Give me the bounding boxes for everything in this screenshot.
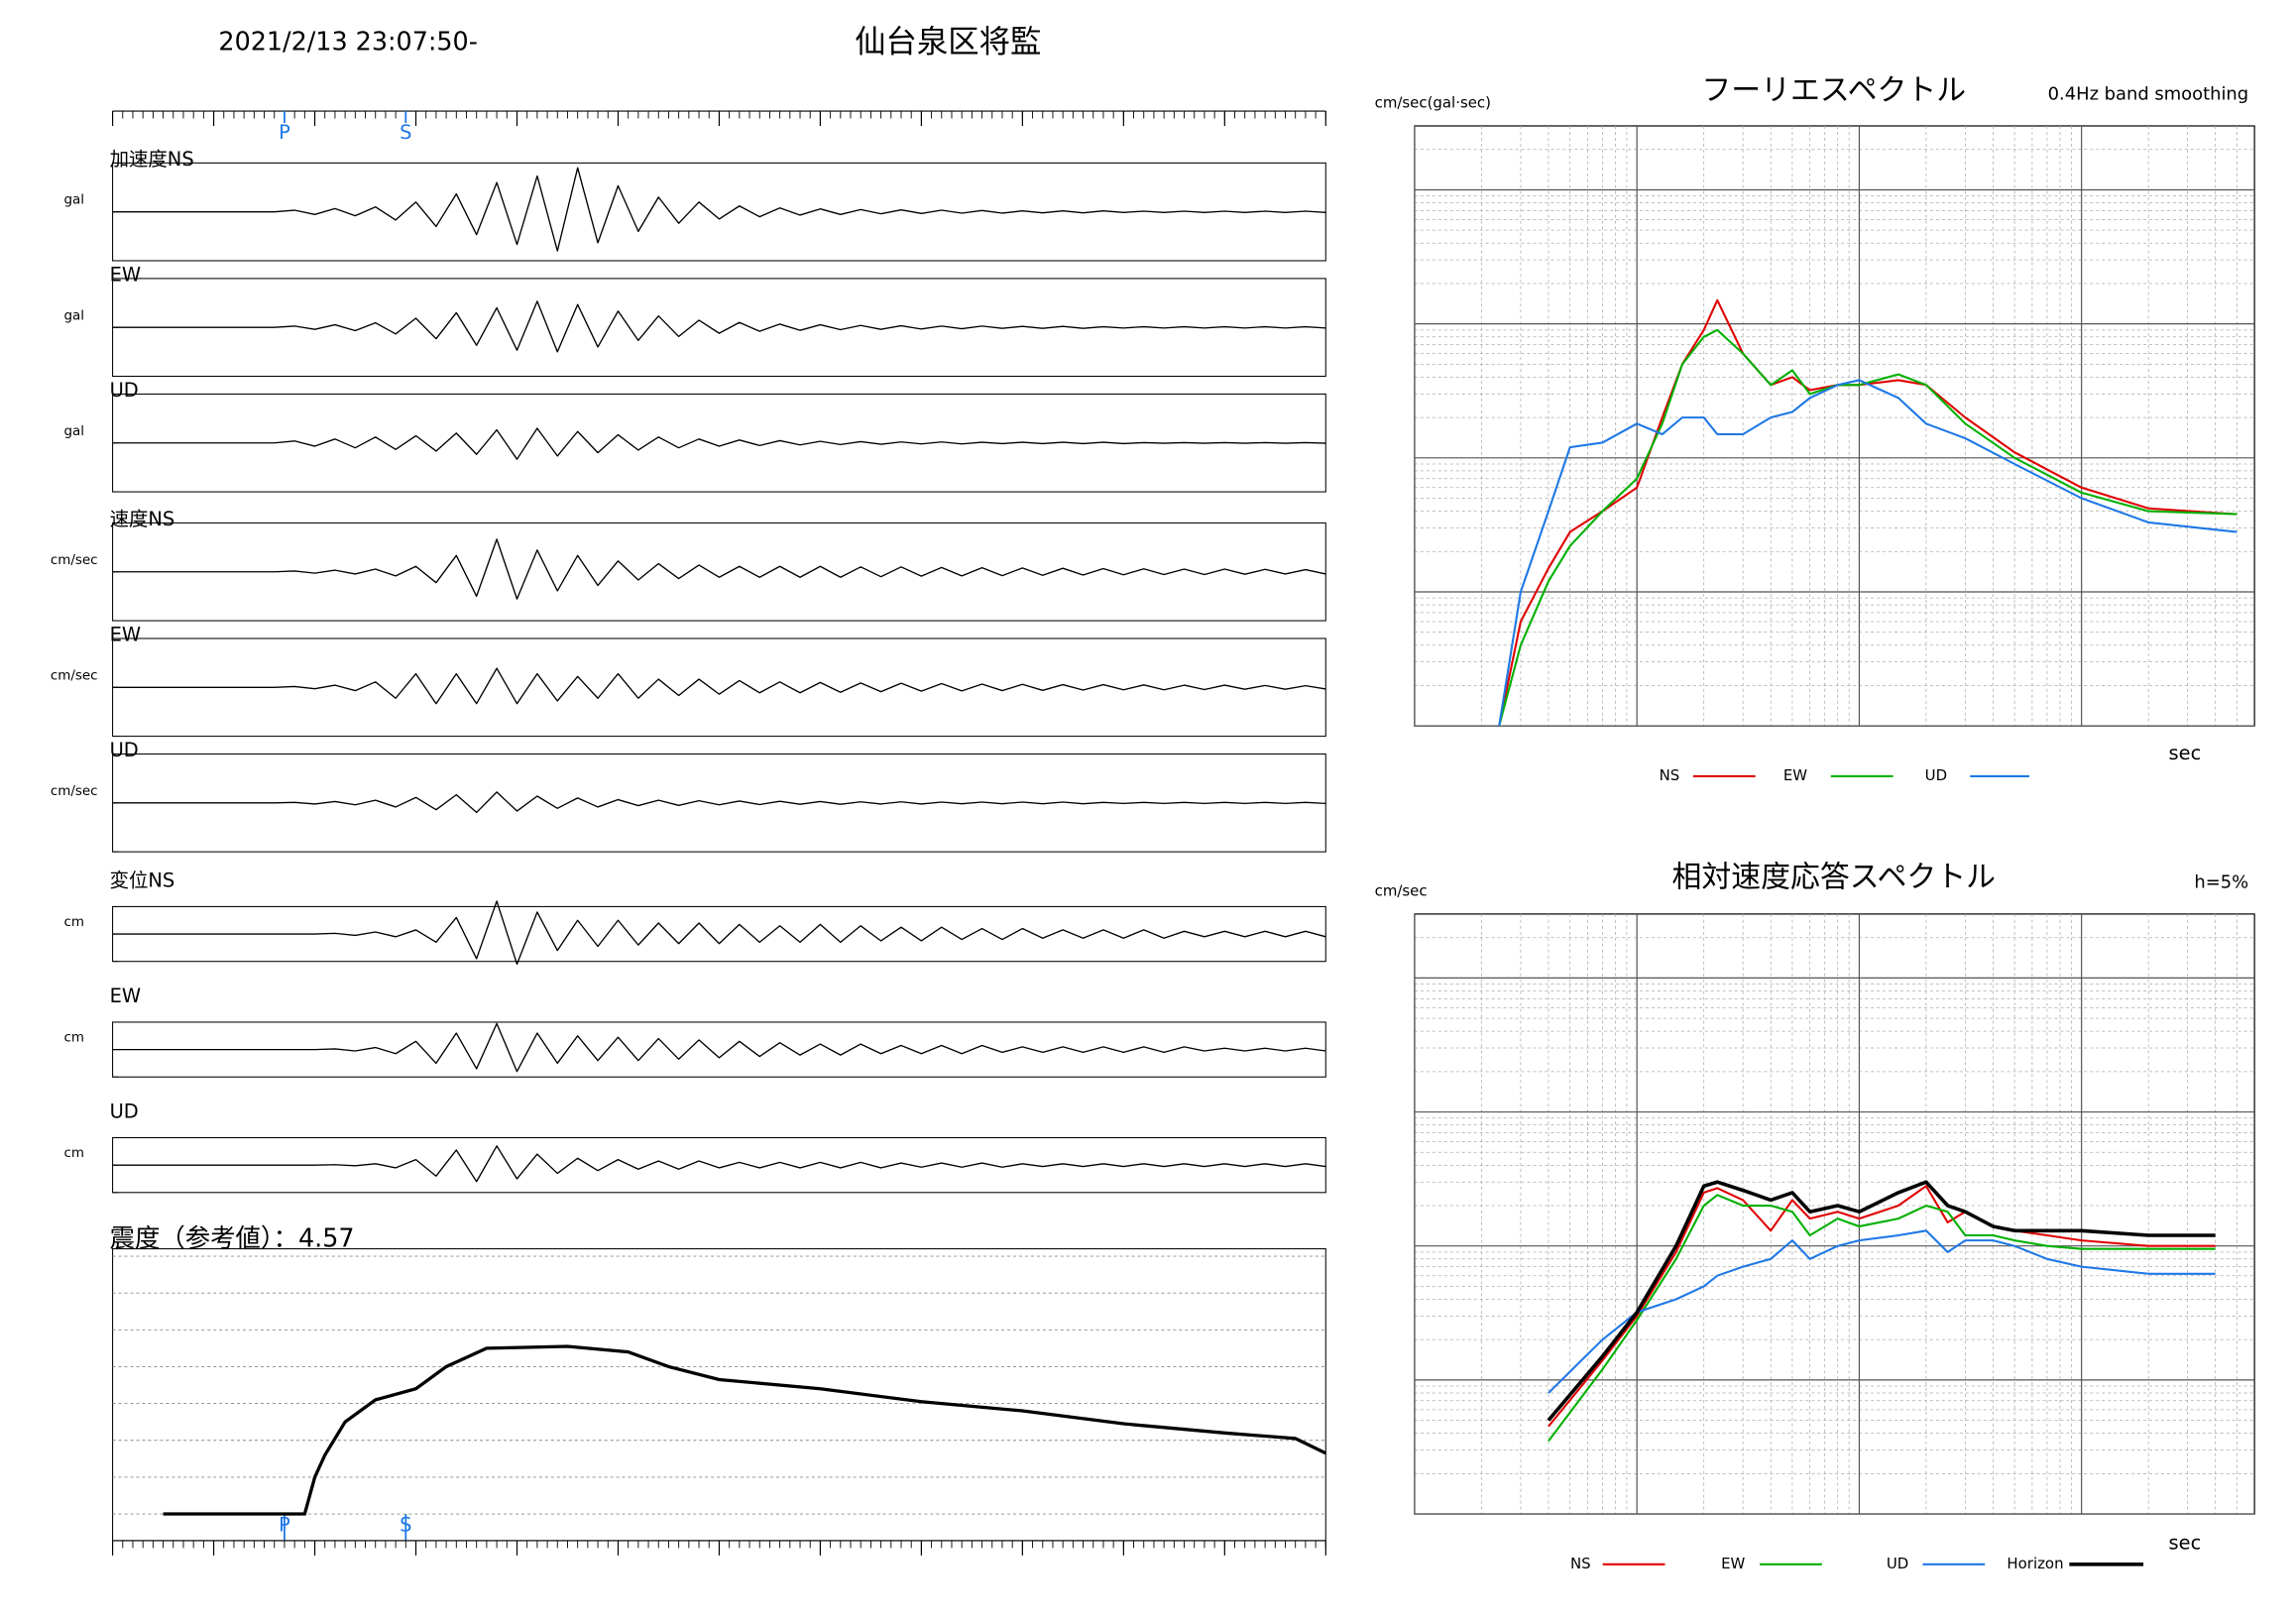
spectrum-title: フーリエスペクトル: [1701, 73, 1966, 108]
annotation: 0.4Hz band smoothing: [2048, 84, 2249, 105]
station-name: 仙台泉区将監: [855, 24, 1041, 59]
spectrum-line: [1548, 1194, 2216, 1443]
unit-label: cm: [63, 1146, 83, 1161]
phase-label: S: [400, 121, 411, 144]
waveform: [112, 538, 1326, 600]
trace-label: UD: [110, 379, 139, 402]
intensity-title: 震度（参考値）：4.57: [110, 1223, 355, 1253]
unit-label: cm: [63, 915, 83, 930]
waveform: [112, 167, 1326, 252]
legend-label: UD: [1925, 766, 1947, 784]
phase-label: S: [400, 1513, 411, 1536]
legend-label: Horizon: [2007, 1555, 2063, 1572]
spectrum-line: [1548, 1229, 2216, 1394]
unit-label: cm/sec: [51, 784, 98, 799]
legend-label: EW: [1783, 766, 1807, 784]
y-axis-label: cm/sec(gal·sec): [1375, 94, 1491, 112]
trace-label: 変位NS: [110, 869, 175, 892]
waveform: [112, 1145, 1326, 1183]
trace-label: UD: [110, 739, 139, 761]
spectrum-line: [1547, 1180, 2216, 1422]
unit-label: gal: [63, 193, 84, 208]
y-axis-label: cm/sec: [1375, 881, 1428, 899]
datetime: 2021/2/13 23:07:50-: [218, 26, 477, 56]
waveform: [112, 300, 1326, 353]
trace-label: UD: [110, 1101, 139, 1123]
trace-label: 速度NS: [110, 508, 175, 530]
unit-label: cm: [63, 1031, 83, 1046]
intensity-line: [163, 1344, 1327, 1516]
trace-label: EW: [110, 623, 141, 645]
waveform: [112, 900, 1326, 966]
phase-label: P: [279, 1513, 290, 1536]
unit-label: cm/sec: [51, 553, 98, 568]
unit-label: cm/sec: [51, 668, 98, 683]
legend-label: EW: [1721, 1555, 1745, 1572]
spectrum-title: 相対速度応答スペクトル: [1672, 861, 1997, 895]
trace-label: EW: [110, 263, 141, 286]
legend-label: UD: [1887, 1555, 1908, 1572]
x-axis-label: sec: [2169, 1531, 2202, 1554]
waveform: [112, 791, 1326, 814]
spectrum-line: [1498, 379, 2238, 727]
annotation: h=5%: [2194, 872, 2248, 893]
unit-label: gal: [63, 308, 84, 323]
legend-label: NS: [1570, 1555, 1591, 1572]
x-axis-label: sec: [2169, 742, 2202, 764]
legend-label: NS: [1660, 766, 1680, 784]
phase-label: P: [279, 121, 290, 144]
waveform: [112, 667, 1326, 705]
spectrum-line: [1498, 328, 2238, 727]
waveform: [112, 1022, 1326, 1073]
unit-label: gal: [63, 424, 84, 439]
spectrum-line: [1548, 1185, 2216, 1428]
trace-label: EW: [110, 985, 141, 1007]
panel-frame: [112, 1248, 1326, 1542]
trace-label: 加速度NS: [110, 148, 194, 171]
waveform: [112, 427, 1326, 460]
